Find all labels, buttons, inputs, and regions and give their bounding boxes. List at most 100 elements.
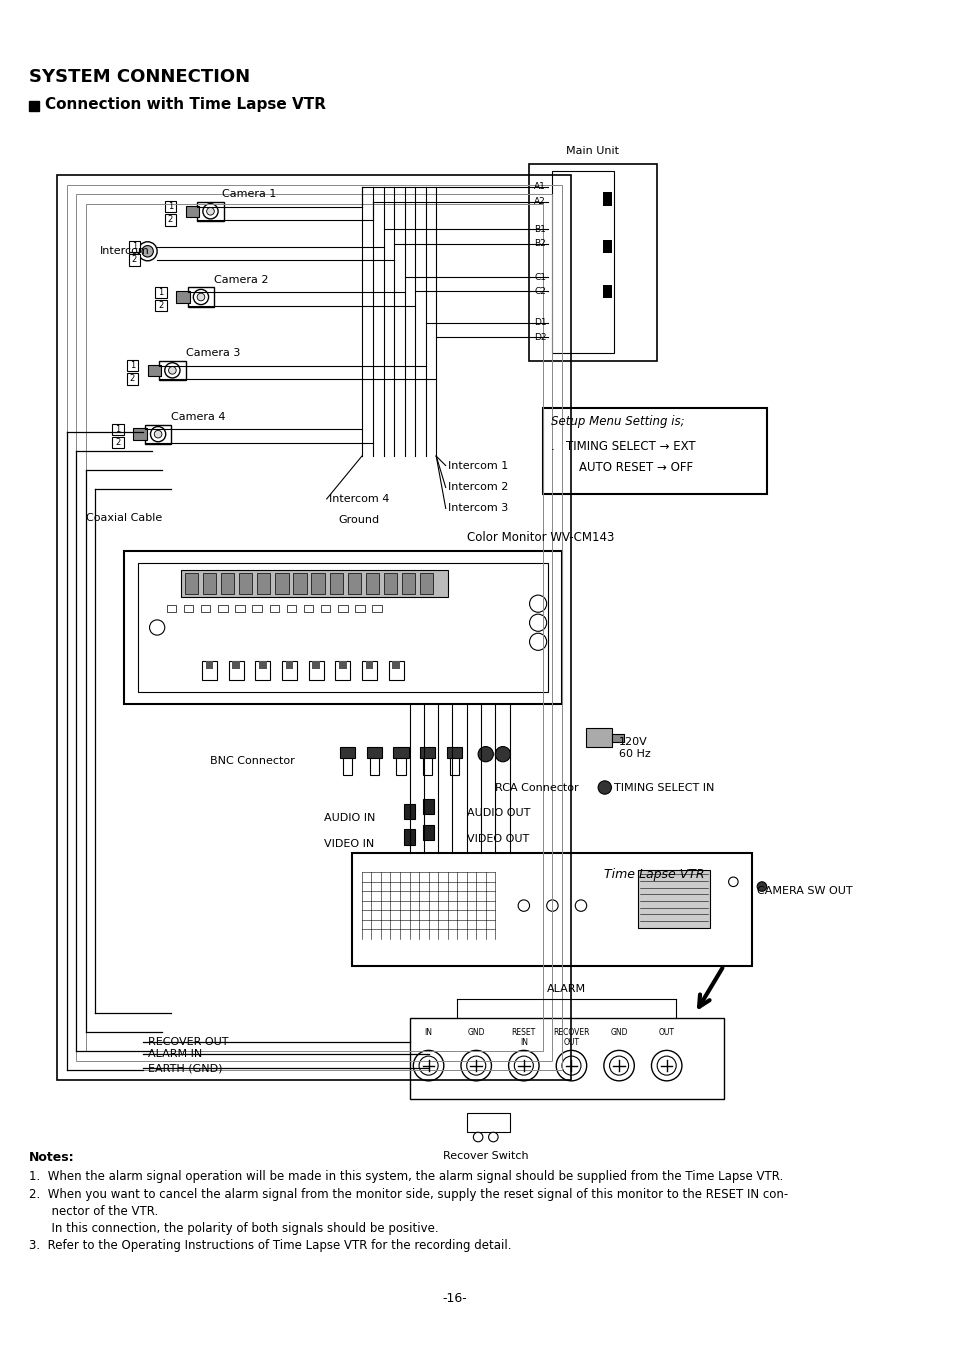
Bar	[165, 201, 176, 213]
Bar	[335, 661, 350, 680]
Bar	[165, 214, 176, 225]
Bar	[259, 661, 267, 669]
Bar	[253, 604, 262, 612]
Text: 2: 2	[115, 438, 121, 447]
Bar	[339, 747, 355, 757]
Text: 2: 2	[130, 374, 135, 383]
Bar	[422, 799, 434, 814]
Text: 2: 2	[158, 301, 163, 310]
Bar	[393, 747, 408, 757]
Circle shape	[466, 1056, 485, 1075]
Circle shape	[473, 1133, 482, 1142]
Circle shape	[546, 900, 558, 912]
Bar	[239, 573, 253, 593]
Text: GND: GND	[610, 1027, 627, 1037]
Circle shape	[151, 427, 166, 442]
Text: Connection with Time Lapse VTR: Connection with Time Lapse VTR	[45, 98, 325, 112]
Circle shape	[138, 241, 157, 260]
Bar	[365, 661, 373, 669]
Bar	[383, 573, 396, 593]
Text: Camera 1: Camera 1	[222, 190, 276, 199]
Text: 2: 2	[168, 215, 172, 225]
Bar	[403, 829, 415, 844]
Text: 1: 1	[130, 360, 135, 370]
Circle shape	[165, 363, 180, 378]
Bar	[76, 194, 552, 1061]
Bar	[403, 804, 415, 818]
Circle shape	[197, 293, 205, 301]
Bar	[275, 573, 289, 593]
Circle shape	[529, 595, 546, 612]
Bar	[221, 573, 234, 593]
Circle shape	[150, 619, 165, 635]
Bar	[112, 424, 124, 435]
Circle shape	[609, 1056, 628, 1075]
Bar	[466, 1114, 509, 1133]
Circle shape	[529, 614, 546, 631]
Text: .   TIMING SELECT → EXT: . TIMING SELECT → EXT	[550, 440, 695, 453]
Text: RECOVER OUT: RECOVER OUT	[148, 1037, 228, 1047]
Bar	[282, 661, 296, 680]
Text: AUTO RESET → OFF: AUTO RESET → OFF	[563, 461, 692, 474]
Bar	[338, 661, 346, 669]
Bar	[347, 573, 360, 593]
Bar	[392, 661, 399, 669]
Bar	[159, 360, 186, 379]
Text: B1: B1	[534, 225, 546, 234]
Text: CAMERA SW OUT: CAMERA SW OUT	[757, 886, 852, 896]
Text: nector of the VTR.: nector of the VTR.	[29, 1205, 157, 1218]
Text: Ground: Ground	[337, 515, 379, 524]
Bar	[449, 751, 458, 775]
Text: RCA Connector: RCA Connector	[495, 782, 578, 793]
Bar	[552, 171, 614, 354]
Circle shape	[556, 1050, 586, 1081]
Bar	[401, 573, 415, 593]
Text: Recover Switch: Recover Switch	[442, 1152, 528, 1161]
Bar	[342, 751, 352, 775]
Bar	[124, 551, 561, 703]
Bar	[86, 203, 542, 1051]
Bar	[528, 164, 657, 360]
Bar	[184, 604, 193, 612]
Bar	[129, 255, 140, 266]
Text: Intercom 2: Intercom 2	[447, 482, 508, 492]
Bar	[329, 573, 342, 593]
Text: IN: IN	[424, 1027, 432, 1037]
Bar	[446, 747, 461, 757]
Bar	[176, 291, 190, 302]
Circle shape	[203, 203, 218, 220]
Bar	[372, 604, 381, 612]
Bar	[127, 373, 138, 385]
Text: VIDEO OUT: VIDEO OUT	[466, 833, 528, 844]
Bar	[155, 286, 167, 298]
Bar	[395, 751, 405, 775]
Circle shape	[517, 900, 529, 912]
Text: AUDIO IN: AUDIO IN	[323, 813, 375, 822]
Text: Intercom 4: Intercom 4	[328, 495, 389, 504]
Text: OUT: OUT	[658, 1027, 674, 1037]
Bar	[206, 661, 213, 669]
Circle shape	[575, 900, 586, 912]
Bar	[257, 573, 271, 593]
Bar	[133, 428, 147, 440]
Text: Color Monitor WV-CM143: Color Monitor WV-CM143	[466, 531, 614, 543]
Bar	[67, 184, 561, 1070]
Bar	[148, 364, 161, 377]
Text: AUDIO OUT: AUDIO OUT	[466, 808, 530, 818]
Text: D2: D2	[534, 332, 546, 341]
Text: A2: A2	[534, 198, 545, 206]
Text: Coaxial Cable: Coaxial Cable	[86, 514, 162, 523]
Bar	[388, 661, 403, 680]
Bar	[419, 747, 435, 757]
Bar	[29, 100, 39, 111]
Bar	[129, 241, 140, 252]
Text: Intercom: Intercom	[100, 247, 150, 256]
Circle shape	[728, 877, 738, 886]
Bar	[167, 604, 176, 612]
Circle shape	[488, 1133, 497, 1142]
Circle shape	[603, 1050, 634, 1081]
Circle shape	[169, 367, 176, 374]
Text: In this connection, the polarity of both signals should be positive.: In this connection, the polarity of both…	[29, 1222, 437, 1234]
Text: Camera 4: Camera 4	[172, 412, 226, 421]
Text: SYSTEM CONNECTION: SYSTEM CONNECTION	[29, 68, 250, 87]
